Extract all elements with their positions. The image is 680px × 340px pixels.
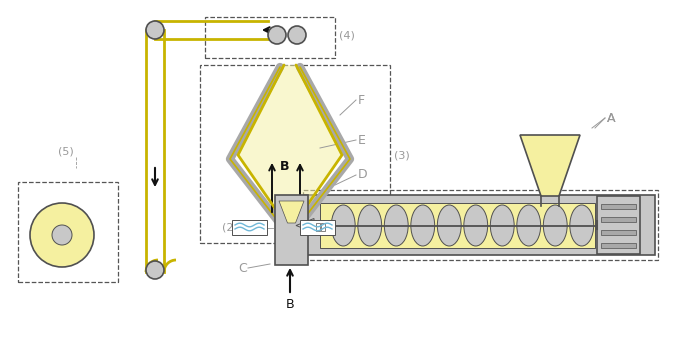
Ellipse shape [490,205,514,246]
Ellipse shape [411,205,435,246]
Bar [300,220,335,235]
Ellipse shape [358,205,381,246]
Circle shape [288,26,306,44]
Ellipse shape [437,205,461,246]
Bar [316,222,320,231]
Bar [275,195,308,265]
Bar [200,65,390,243]
Bar [205,17,335,58]
Bar [601,204,636,209]
Text: E: E [358,134,366,147]
Text: (1): (1) [415,209,430,219]
Circle shape [30,203,94,267]
Bar [601,217,636,222]
Bar [597,196,640,254]
Ellipse shape [517,205,541,246]
Polygon shape [279,201,304,223]
Ellipse shape [464,205,488,246]
Text: F: F [358,94,365,106]
Text: (5): (5) [58,147,73,157]
Bar [232,220,267,235]
Ellipse shape [570,205,594,246]
Circle shape [146,261,164,279]
Bar [601,230,636,235]
Text: (3): (3) [394,150,410,160]
Polygon shape [238,65,342,230]
Text: B: B [280,160,290,173]
Bar [303,190,658,260]
Text: C: C [238,261,247,274]
Text: A: A [607,112,615,124]
Bar [601,243,636,248]
Polygon shape [520,135,580,196]
Text: D: D [358,169,368,182]
Circle shape [52,225,72,245]
Polygon shape [296,219,314,233]
Text: A: A [607,112,615,124]
Text: B: B [286,299,294,311]
Circle shape [146,21,164,39]
Circle shape [268,26,286,44]
Bar [321,222,325,231]
Bar [305,195,655,255]
Ellipse shape [331,205,355,246]
Bar [320,203,595,248]
Ellipse shape [543,205,567,246]
Text: (2): (2) [222,223,238,233]
Ellipse shape [384,205,408,246]
Bar [18,182,118,282]
Text: (4): (4) [339,30,355,40]
